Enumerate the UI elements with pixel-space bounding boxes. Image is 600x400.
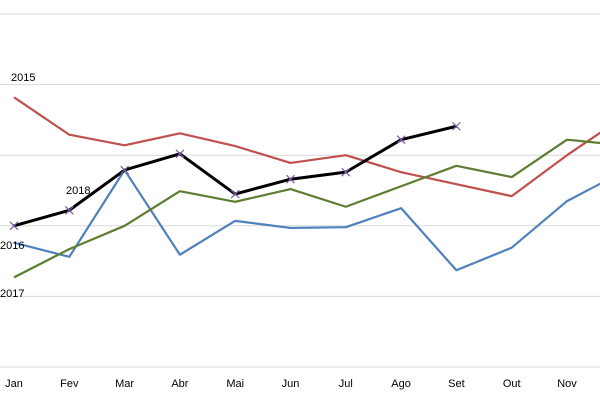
- x-tick-label: Nov: [557, 378, 577, 390]
- series-line: [13, 96, 600, 198]
- x-tick-label: Jan: [5, 378, 23, 390]
- x-tick-label: Set: [448, 378, 465, 390]
- point-marker: [120, 165, 130, 175]
- series-line: [13, 138, 600, 279]
- series-label: 2017: [0, 288, 24, 300]
- x-tick-label: Out: [503, 378, 521, 390]
- x-tick-label: Mar: [115, 378, 134, 390]
- series-label: 2016: [0, 240, 24, 252]
- point-marker: [9, 221, 19, 231]
- point-marker: [64, 205, 74, 215]
- point-marker: [396, 135, 406, 145]
- x-tick-label: Abr: [171, 378, 188, 390]
- x-tick-label: Mai: [226, 378, 244, 390]
- x-tick-label: Jun: [282, 378, 300, 390]
- point-marker: [341, 167, 351, 177]
- point-marker: [451, 121, 461, 131]
- series-label: 2018: [66, 185, 90, 197]
- x-tick-label: Jul: [339, 378, 353, 390]
- point-marker: [230, 189, 240, 199]
- x-tick-label: Fev: [60, 378, 79, 390]
- point-marker: [175, 149, 185, 159]
- point-marker: [286, 174, 295, 184]
- series-label: 2015: [11, 72, 35, 84]
- series-line: [13, 168, 600, 272]
- x-tick-label: Ago: [391, 378, 411, 390]
